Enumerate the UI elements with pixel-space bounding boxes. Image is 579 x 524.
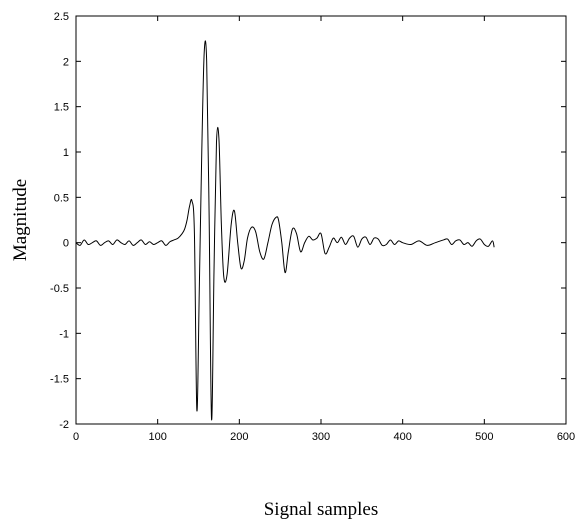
y-tick-label: 0.5 [54, 192, 69, 204]
x-tick-label: 400 [393, 431, 411, 443]
y-tick-label: -0.5 [50, 283, 69, 295]
y-tick-label: -1 [59, 328, 69, 340]
y-tick-label: -1.5 [50, 374, 69, 386]
x-tick-label: 0 [73, 431, 79, 443]
plot-frame [75, 15, 567, 425]
y-tick-label: 0 [63, 238, 69, 250]
y-axis-label: Magnitude [10, 179, 31, 261]
y-tick-label: 1 [63, 147, 69, 159]
x-tick-label: 300 [312, 431, 330, 443]
x-tick-label: 200 [230, 431, 248, 443]
y-tick-label: 2.5 [54, 11, 69, 23]
y-axis-ticks: 2.5 2 1.5 1 0.5 0 -0.5 -1 -1.5 -2 [50, 11, 566, 431]
y-tick-label: 1.5 [54, 102, 69, 114]
x-axis-label: Signal samples [264, 499, 379, 520]
y-tick-label: 2 [63, 56, 69, 68]
x-tick-label: 600 [557, 431, 575, 443]
y-tick-label: -2 [59, 419, 69, 431]
x-tick-label: 100 [148, 431, 166, 443]
series-line [75, 40, 495, 420]
x-axis-ticks: 0 100 200 300 400 500 600 [73, 16, 575, 443]
x-tick-label: 500 [475, 431, 493, 443]
